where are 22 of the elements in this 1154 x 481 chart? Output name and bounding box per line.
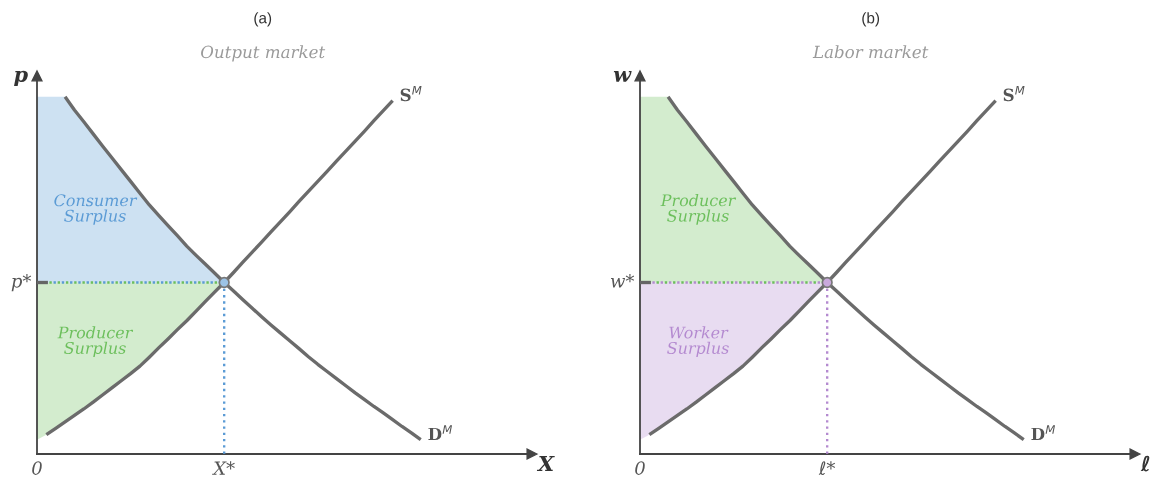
x-axis-title: ℓ bbox=[1140, 455, 1150, 472]
annotation: p* bbox=[11, 274, 32, 292]
chart-subtitle: Output market bbox=[201, 45, 326, 62]
text: Producer Surplus bbox=[57, 326, 134, 358]
series-label: D$^{M}$ bbox=[1031, 425, 1056, 441]
series-label: S$^{M}$ bbox=[400, 86, 422, 102]
x-tick-label: 0 bbox=[32, 461, 42, 475]
text: Consumer Surplus bbox=[54, 194, 138, 225]
x-tick-label: X* bbox=[212, 461, 235, 475]
chart-title: (b) bbox=[862, 12, 880, 27]
text: Worker Surplus bbox=[667, 326, 729, 358]
series-label: D$^{M}$ bbox=[428, 425, 453, 441]
series-label: S$^{M}$ bbox=[1003, 86, 1025, 102]
chart-subtitle: Labor market bbox=[812, 45, 929, 59]
x-axis-title: X bbox=[536, 455, 555, 472]
chart-title: (a) bbox=[254, 12, 272, 27]
y-axis-title: w bbox=[613, 70, 632, 82]
y-axis-title: p bbox=[14, 70, 28, 87]
text: Producer Surplus bbox=[660, 193, 737, 225]
x-tick-label: 0 bbox=[635, 461, 645, 475]
x-tick-label: ℓ* bbox=[818, 461, 836, 475]
annotation: w* bbox=[610, 274, 635, 288]
